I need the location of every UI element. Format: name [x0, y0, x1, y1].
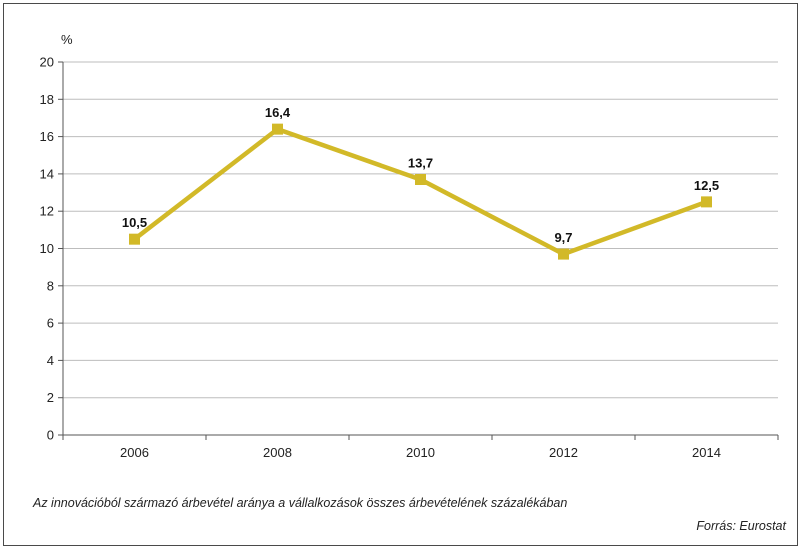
x-tick-label: 2012 — [549, 445, 578, 460]
data-label: 13,7 — [408, 155, 433, 170]
x-axis-ticks: 2006 2008 2010 2012 2014 — [62, 435, 779, 460]
data-point-marker — [415, 173, 426, 185]
y-tick-label: 6 — [47, 316, 54, 331]
y-tick-label: 4 — [47, 353, 54, 368]
data-point-marker — [701, 196, 712, 208]
data-point-marker — [558, 248, 569, 260]
y-tick-label: 0 — [47, 428, 54, 443]
y-tick-label: 20 — [40, 55, 54, 70]
y-tick-label: 12 — [40, 204, 54, 219]
chart-caption: Az innovációból származó árbevétel arány… — [33, 496, 568, 510]
series-polyline — [133, 126, 708, 257]
x-tick-label: 2014 — [692, 445, 721, 460]
chart-frame — [3, 3, 798, 546]
data-label: 16,4 — [265, 105, 291, 120]
data-label: 10,5 — [122, 215, 147, 230]
data-label: 9,7 — [554, 230, 572, 245]
gridlines — [63, 61, 778, 436]
y-axis-unit-label: % — [61, 32, 73, 47]
y-axis-ticks: 0 2 4 6 8 10 12 14 16 18 20 — [40, 55, 63, 443]
y-tick-label: 16 — [40, 129, 54, 144]
data-point-marker — [129, 233, 140, 245]
y-tick-label: 14 — [40, 166, 54, 181]
data-point-marker — [272, 123, 283, 135]
x-tick-label: 2008 — [263, 445, 292, 460]
x-tick-label: 2006 — [120, 445, 149, 460]
axes — [62, 62, 778, 436]
y-tick-label: 18 — [40, 92, 54, 107]
data-labels: 10,5 16,4 13,7 9,7 12,5 — [122, 105, 719, 245]
y-tick-label: 2 — [47, 390, 54, 405]
y-tick-label: 10 — [40, 241, 54, 256]
y-tick-label: 8 — [47, 278, 54, 293]
x-tick-label: 2010 — [406, 445, 435, 460]
chart-source: Forrás: Eurostat — [696, 519, 786, 533]
data-points — [129, 123, 712, 260]
data-label: 12,5 — [694, 178, 719, 193]
series-line — [133, 126, 708, 257]
